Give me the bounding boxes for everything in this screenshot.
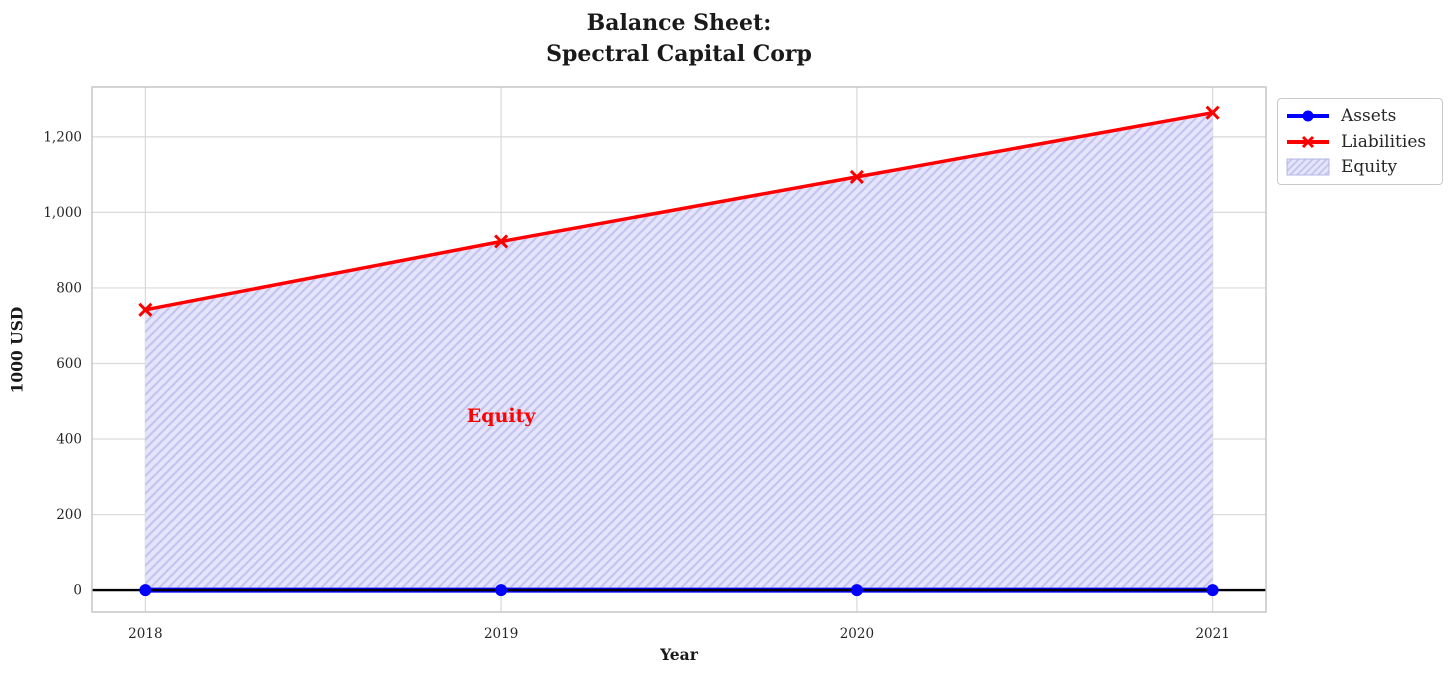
legend-item-assets: Assets [1286, 106, 1432, 126]
y-axis-label: 1000 USD [7, 306, 27, 394]
svg-text:2021: 2021 [1195, 626, 1229, 642]
legend-marker-liabilities [1287, 135, 1329, 148]
equity-annotation: Equity [466, 404, 536, 427]
legend-marker-equity [1286, 158, 1330, 176]
chart-title: Balance Sheet: Spectral Capital Corp [0, 8, 1358, 70]
svg-text:2020: 2020 [840, 626, 874, 642]
svg-text:200: 200 [56, 507, 82, 523]
legend-label-assets: Assets [1341, 106, 1397, 126]
svg-text:1,200: 1,200 [43, 129, 82, 145]
svg-text:800: 800 [56, 280, 82, 296]
svg-text:2018: 2018 [128, 626, 162, 642]
x-axis-label: Year [660, 645, 698, 664]
svg-text:400: 400 [56, 432, 82, 448]
legend: Assets Liabilities Equity [1277, 98, 1443, 185]
legend-label-liabilities: Liabilities [1341, 131, 1427, 152]
legend-label-equity: Equity [1341, 157, 1398, 177]
legend-item-liabilities: Liabilities [1286, 132, 1432, 152]
chart-title-line1: Balance Sheet: [586, 10, 772, 36]
svg-text:600: 600 [56, 356, 82, 372]
svg-text:2019: 2019 [484, 626, 518, 642]
svg-text:1,000: 1,000 [43, 205, 82, 221]
legend-marker-assets [1287, 110, 1329, 122]
legend-item-equity: Equity [1286, 157, 1432, 177]
svg-text:0: 0 [73, 583, 82, 599]
chart-title-line2: Spectral Capital Corp [546, 41, 812, 67]
